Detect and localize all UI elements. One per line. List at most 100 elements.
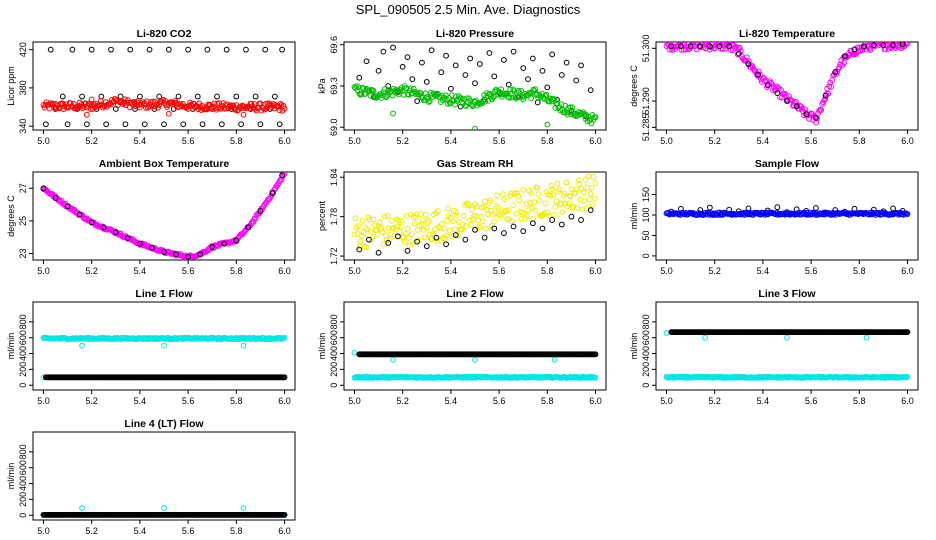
x-tick-label: 5.8: [541, 136, 554, 146]
data-point: [279, 172, 286, 179]
data-point: [281, 334, 288, 341]
plot-frame: [32, 41, 296, 131]
data-point: [880, 42, 887, 49]
data-point: [567, 193, 574, 200]
data-point: [393, 87, 400, 93]
data-point: [491, 73, 498, 80]
x-tick-label: 5.4: [757, 266, 770, 276]
data-point: [185, 106, 192, 112]
x-tick-label: 5.8: [230, 526, 243, 536]
y-tick-label: 400: [18, 346, 28, 361]
data-point: [818, 107, 825, 113]
data-point: [366, 216, 373, 223]
data-point: [588, 184, 595, 191]
y-tick-label: 1.78: [329, 208, 339, 226]
y-tick-label: 340: [18, 119, 28, 134]
x-tick-label: 5.4: [445, 396, 458, 406]
x-tick-label: 5.0: [37, 266, 50, 276]
data-point: [175, 93, 182, 100]
data-point: [483, 225, 489, 232]
y-tick-label: 400: [329, 346, 339, 361]
data-point: [136, 240, 143, 247]
x-tick-label: 5.8: [230, 396, 243, 406]
y-tick-label: 400: [18, 476, 28, 491]
data-point: [525, 76, 531, 83]
data-point: [520, 187, 527, 193]
data-point: [566, 192, 573, 199]
y-tick-label: 150: [641, 187, 651, 202]
data-point: [563, 179, 570, 186]
data-point: [408, 231, 415, 237]
data-point: [399, 63, 406, 70]
data-point: [863, 334, 870, 341]
data-point: [223, 46, 230, 53]
series-red: [40, 95, 288, 114]
data-point: [813, 205, 819, 211]
data-point: [861, 43, 868, 50]
data-point: [523, 200, 530, 207]
data-point: [398, 217, 405, 224]
data-point: [276, 121, 283, 128]
data-point: [567, 104, 574, 111]
data-point: [490, 94, 496, 101]
data-point: [404, 225, 411, 232]
y-tick-label: 200: [18, 492, 28, 507]
y-tick-label: 69.0: [329, 118, 339, 136]
y-tick-label: 800: [329, 314, 339, 329]
data-point: [544, 84, 551, 91]
data-point: [851, 46, 858, 53]
data-point: [194, 93, 201, 100]
data-point: [88, 46, 95, 53]
x-tick-label: 5.4: [757, 136, 770, 146]
x-tick-label: 5.0: [37, 396, 50, 406]
y-tick-label: 600: [18, 460, 28, 475]
data-point: [376, 219, 383, 226]
data-point: [532, 86, 539, 93]
chart-panel-3: Li-820 Temperature 5.0 5.2 5.4 5.6 5.8 6.0 51.2…: [629, 28, 919, 146]
data-point: [563, 59, 570, 66]
data-point: [491, 218, 497, 225]
data-point: [165, 110, 172, 117]
series-black: [668, 42, 906, 121]
data-point: [565, 200, 572, 207]
data-point: [736, 45, 743, 51]
data-point: [411, 220, 418, 227]
data-point: [890, 42, 896, 49]
data-point: [586, 196, 593, 203]
plot-area: [663, 329, 911, 381]
data-point: [405, 235, 412, 241]
data-point: [487, 197, 493, 204]
y-tick-label: 25: [18, 216, 28, 226]
data-point: [79, 505, 85, 512]
data-point: [899, 42, 906, 48]
data-point: [591, 195, 598, 202]
data-point: [281, 374, 288, 381]
data-point: [866, 45, 873, 52]
data-point: [64, 203, 71, 210]
data-point: [180, 121, 187, 128]
data-point: [564, 203, 571, 210]
data-point: [784, 334, 790, 341]
data-point: [185, 253, 192, 260]
chart-panel-5: Gas Stream RH 5.0 5.2 5.4 5.6 5.8 6.0 1.72 1.78 1…: [317, 158, 607, 276]
data-point: [505, 81, 512, 88]
data-point: [440, 225, 447, 232]
data-point: [469, 206, 475, 213]
data-point: [108, 46, 114, 53]
data-point: [520, 65, 527, 72]
data-point: [429, 231, 436, 238]
y-axis-label: ml/min: [6, 463, 16, 490]
data-point: [559, 209, 566, 215]
x-tick-label: 5.0: [37, 136, 50, 146]
data-point: [281, 511, 288, 518]
data-point: [281, 105, 288, 112]
data-point: [419, 217, 426, 224]
data-point: [486, 50, 493, 56]
data-point: [449, 92, 455, 99]
x-tick-label: 6.0: [589, 136, 602, 146]
data-point: [149, 244, 155, 251]
data-point: [356, 246, 363, 253]
data-point: [146, 46, 153, 53]
panel-title: Line 3 Flow: [758, 288, 816, 300]
x-tick-label: 5.4: [134, 136, 147, 146]
